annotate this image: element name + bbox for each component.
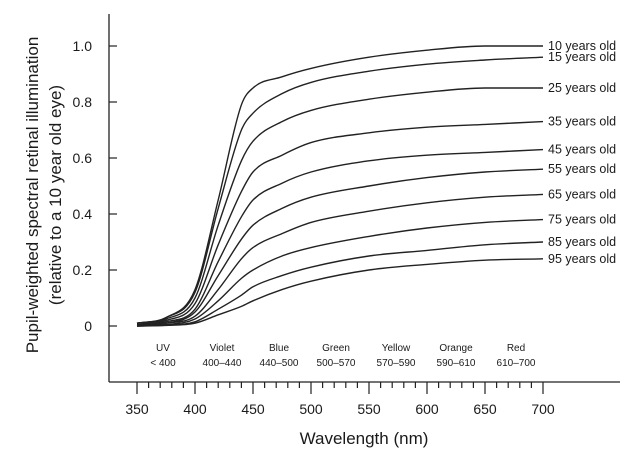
series-label: 45 years old <box>548 143 616 157</box>
series-line <box>136 45 543 324</box>
band-range: 400–440 <box>203 358 242 369</box>
x-tick-label: 400 <box>183 401 207 417</box>
band-range: 610–700 <box>497 358 536 369</box>
y-tick-label: 1.0 <box>73 38 93 54</box>
series-line <box>136 148 544 326</box>
band-name: Yellow <box>382 343 411 354</box>
x-tick-label: 500 <box>299 401 323 417</box>
band-name: Green <box>322 343 350 354</box>
x-axis-title: Wavelength (nm) <box>300 429 429 448</box>
y-tick-label: 0 <box>84 318 92 334</box>
series-line <box>136 241 544 327</box>
x-tick-label: 350 <box>125 401 149 417</box>
x-tick-label: 600 <box>415 401 439 417</box>
y-tick-label: 0.6 <box>73 150 93 166</box>
series-label: 55 years old <box>548 162 616 176</box>
band-range: < 400 <box>150 358 176 369</box>
series-label: 10 years old <box>548 39 616 53</box>
series-line <box>136 193 544 327</box>
spectral-bands: UV < 400 Violet 400–440 Blue 440–500 Green 500–… <box>150 343 536 369</box>
y-axis-subtitle: (relative to a 10 year old eye) <box>46 85 65 305</box>
band-name: UV <box>156 343 170 354</box>
series-label: 25 years old <box>548 81 616 95</box>
band-range: 500–570 <box>317 358 356 369</box>
y-tick-label: 0.4 <box>73 206 93 222</box>
series-line <box>136 218 544 327</box>
y-ticks: 0 0.2 0.4 0.6 0.8 1.0 <box>73 38 117 334</box>
band-name: Orange <box>439 343 473 354</box>
series-line <box>136 56 544 324</box>
x-tick-label: 650 <box>473 401 497 417</box>
y-axis-title: Pupil-weighted spectral retinal illumina… <box>23 37 42 354</box>
series-line <box>136 258 544 327</box>
band-name: Violet <box>210 343 235 354</box>
series-label: 85 years old <box>548 235 616 249</box>
x-ticks: 350 400 450 500 550 600 650 700 <box>125 382 555 417</box>
series-label: 65 years old <box>548 187 616 201</box>
x-tick-label: 700 <box>531 401 555 417</box>
series-label: 35 years old <box>548 115 616 129</box>
y-tick-label: 0.2 <box>73 262 93 278</box>
curves <box>136 45 544 327</box>
series-label: 15 years old <box>548 50 616 64</box>
series-label: 95 years old <box>548 252 616 266</box>
series-line <box>136 120 544 324</box>
series-line <box>136 87 543 324</box>
band-range: 570–590 <box>377 358 416 369</box>
series-label: 75 years old <box>548 213 616 227</box>
x-tick-label: 550 <box>357 401 381 417</box>
band-range: 590–610 <box>437 358 476 369</box>
band-range: 440–500 <box>260 358 299 369</box>
series-line <box>136 168 544 326</box>
y-tick-label: 0.8 <box>73 94 93 110</box>
band-name: Blue <box>269 343 289 354</box>
x-tick-label: 450 <box>241 401 265 417</box>
axes <box>108 14 620 383</box>
band-name: Red <box>507 343 525 354</box>
